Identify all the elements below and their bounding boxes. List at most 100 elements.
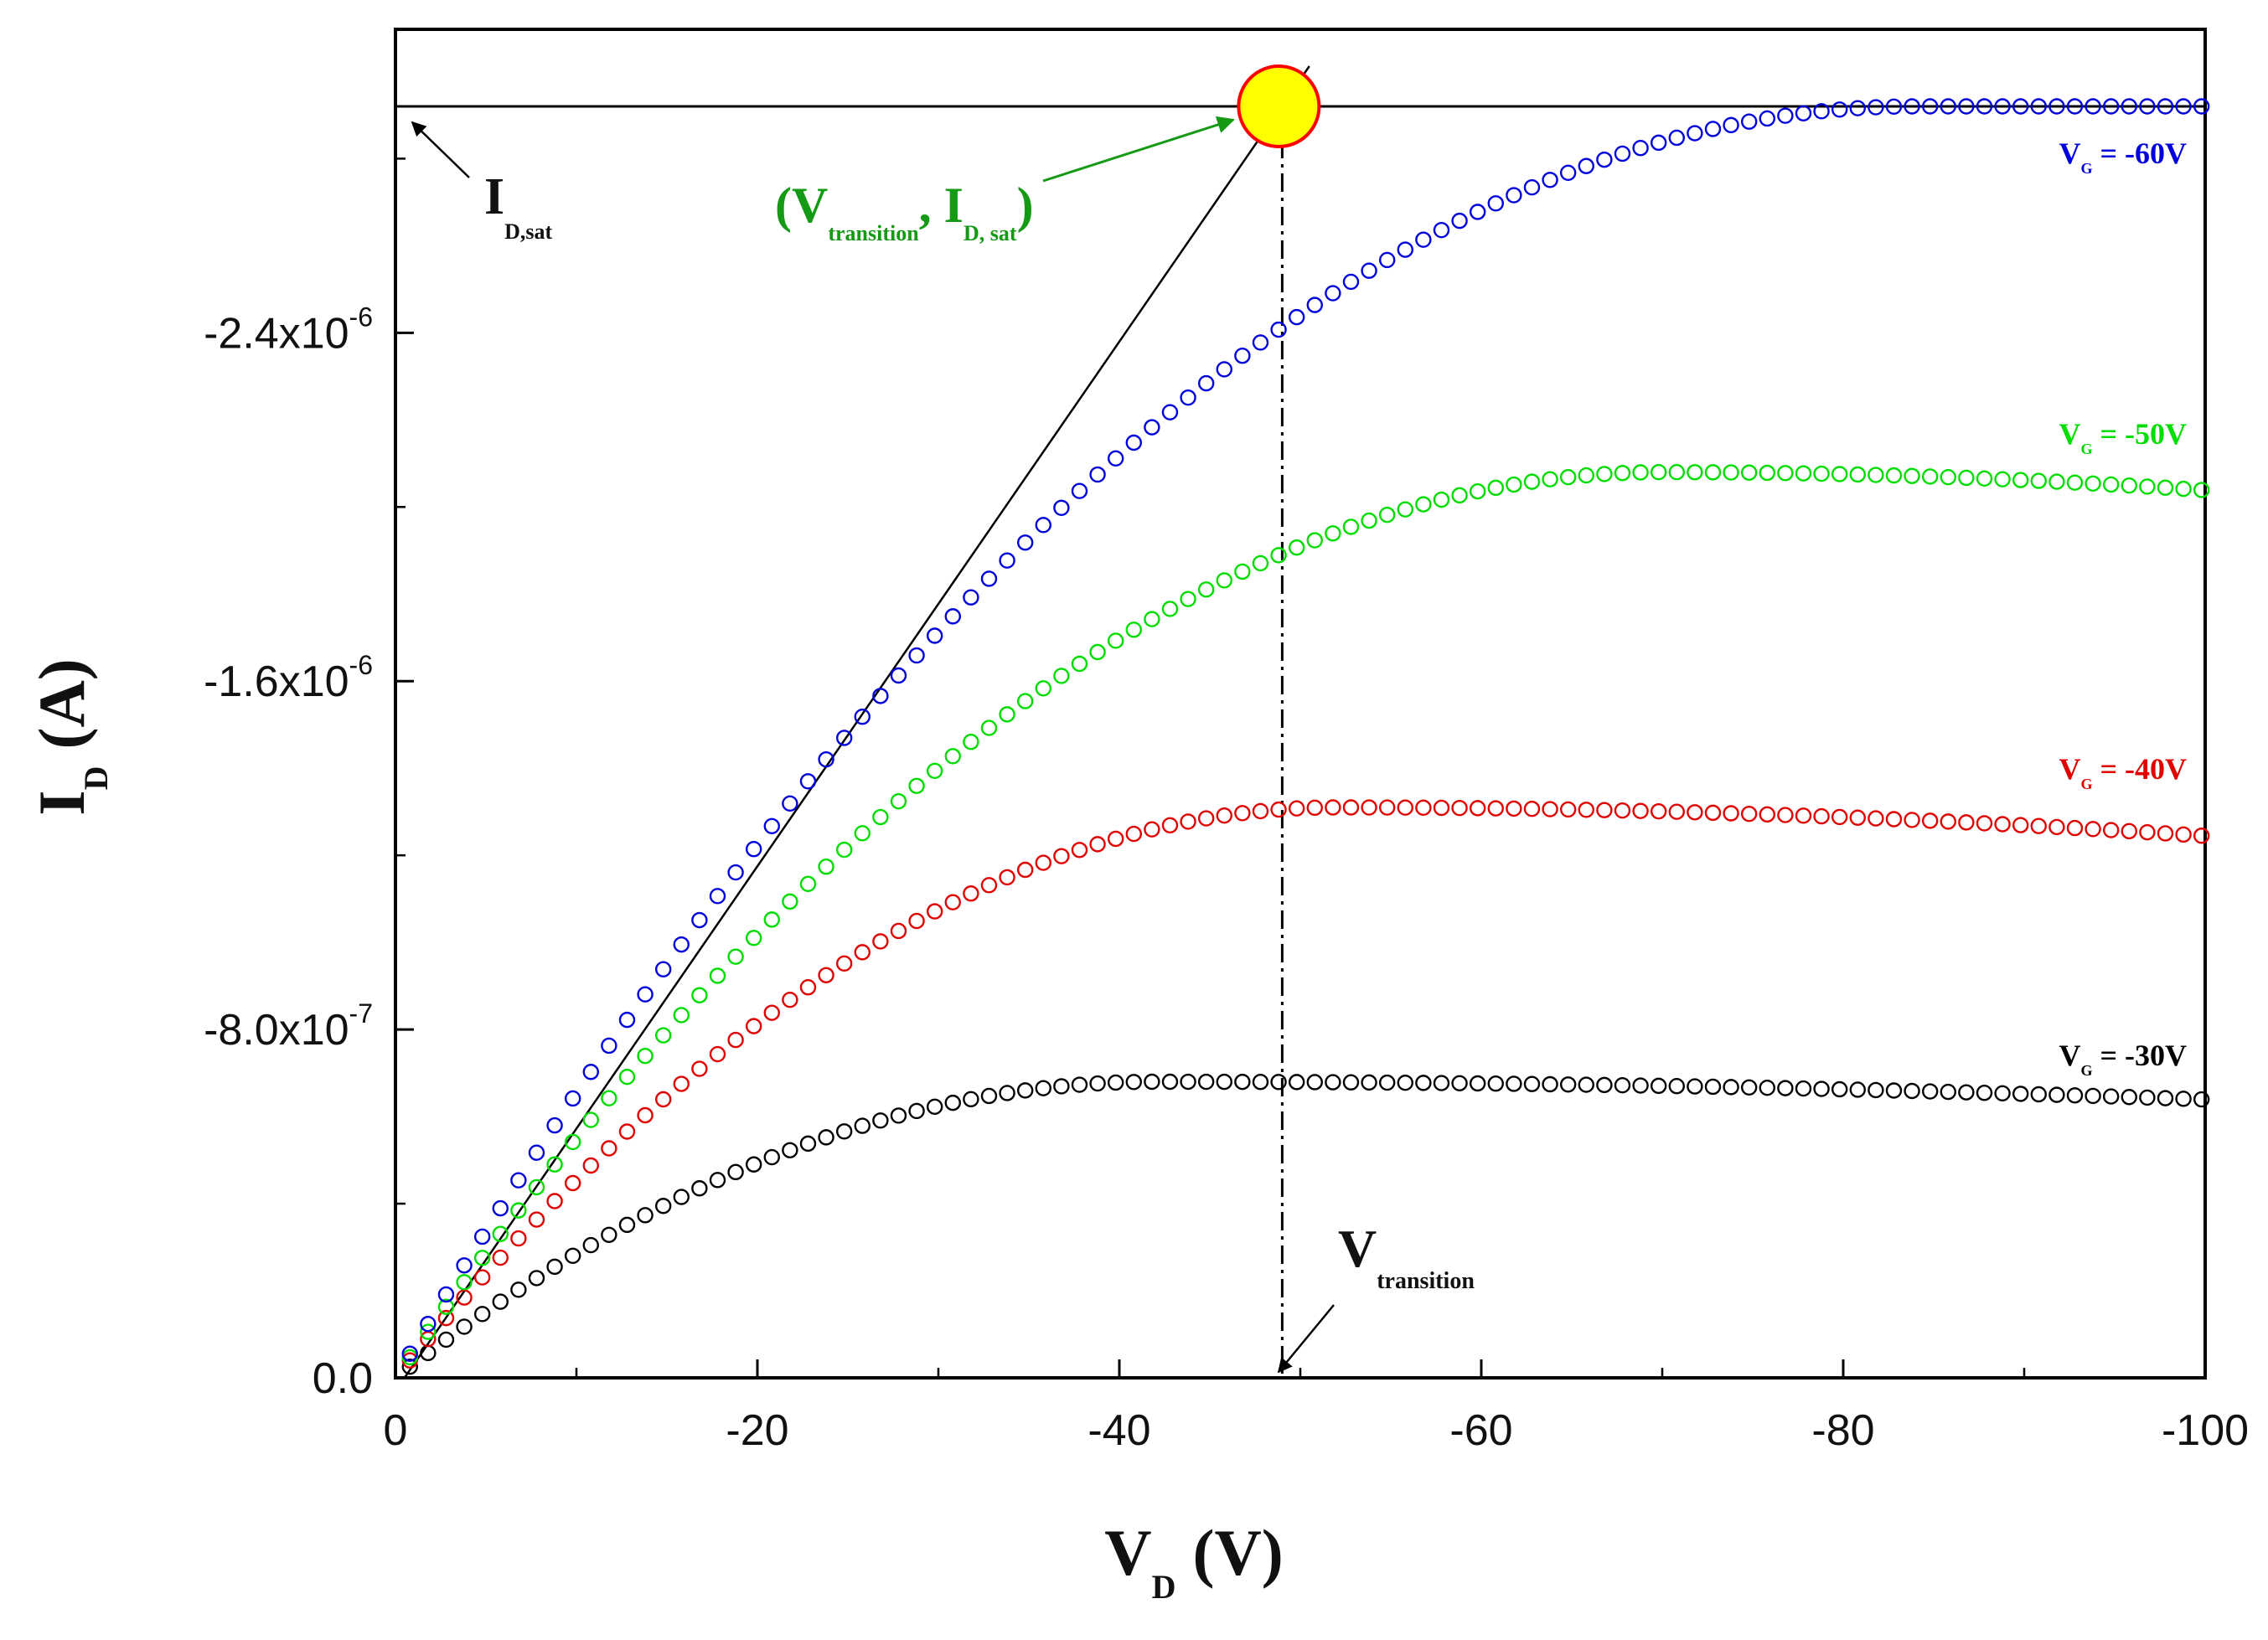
- data-point: [999, 706, 1015, 723]
- data-point: [908, 912, 925, 930]
- data-point: [1759, 1079, 1775, 1096]
- id-sat-sub: D,sat: [504, 219, 552, 244]
- data-point: [944, 748, 961, 765]
- data-point: [1668, 464, 1685, 481]
- data-point: [782, 1142, 798, 1158]
- data-point: [1885, 1082, 1903, 1099]
- data-point: [1650, 802, 1667, 820]
- y-tick-mantissa: -2.4x10: [204, 309, 349, 358]
- series-label: VG = -50V: [2059, 417, 2187, 457]
- data-point: [473, 1250, 491, 1266]
- data-point: [1542, 471, 1558, 487]
- x-axis-title-unit: (V): [1192, 1516, 1283, 1589]
- data-point: [890, 1107, 907, 1124]
- data-point: [1976, 815, 1993, 832]
- data-point: [1994, 1085, 2011, 1102]
- data-point: [1921, 812, 1939, 829]
- data-point: [1451, 212, 1468, 229]
- data-point: [1252, 334, 1269, 351]
- data-point: [1921, 1083, 1939, 1100]
- data-point: [1125, 434, 1142, 451]
- data-point: [1053, 848, 1070, 864]
- data-point: [1361, 262, 1377, 279]
- data-point: [1687, 464, 1703, 481]
- data-point: [1107, 450, 1124, 467]
- data-point: [890, 792, 907, 810]
- data-point: [2066, 1087, 2084, 1104]
- data-point: [1795, 807, 1812, 824]
- data-point: [1723, 1079, 1739, 1096]
- series-label-sub: G: [2080, 441, 2092, 457]
- data-point: [2175, 480, 2192, 498]
- data-point: [763, 1148, 780, 1166]
- data-point: [1831, 466, 1848, 482]
- data-point: [890, 667, 907, 684]
- data-point: [1161, 404, 1179, 420]
- id-sat-label: ID,sat: [484, 168, 553, 244]
- data-point: [1523, 178, 1541, 196]
- data-point: [999, 552, 1015, 569]
- data-point: [564, 1174, 581, 1192]
- data-point: [854, 944, 871, 961]
- data-point: [492, 1293, 509, 1310]
- data-point: [1994, 471, 2011, 487]
- data-point: [1270, 321, 1287, 338]
- y-axis-title: ID (A): [25, 658, 115, 816]
- data-point: [1469, 204, 1486, 220]
- data-point: [1451, 487, 1468, 504]
- data-point: [1668, 803, 1685, 820]
- data-point: [2157, 825, 2174, 842]
- series-label-sub: G: [2080, 160, 2092, 177]
- data-point: [2193, 98, 2210, 115]
- data-point: [2030, 1086, 2047, 1103]
- data-point: [926, 1098, 943, 1116]
- data-point: [908, 647, 925, 664]
- data-point: [456, 1274, 473, 1291]
- data-point: [799, 773, 817, 790]
- id-sat-main: I: [484, 168, 504, 225]
- data-point: [963, 885, 979, 902]
- data-point: [1885, 811, 1903, 828]
- data-point: [1976, 470, 1993, 487]
- data-point: [1089, 1075, 1106, 1092]
- data-point: [510, 1172, 527, 1189]
- series-label-sub: G: [2080, 1062, 2092, 1079]
- data-point: [1831, 101, 1848, 118]
- data-point: [1342, 273, 1360, 291]
- plot-frame: [394, 28, 2207, 1380]
- data-point: [691, 1180, 708, 1197]
- data-point: [1759, 464, 1775, 482]
- data-point: [1650, 463, 1667, 481]
- data-point: [1487, 1075, 1504, 1092]
- data-point: [1487, 195, 1504, 212]
- data-point: [1197, 374, 1215, 392]
- data-point: [926, 903, 943, 920]
- data-point: [782, 991, 798, 1008]
- data-point: [691, 911, 708, 929]
- data-point: [1197, 810, 1215, 827]
- data-point: [1415, 799, 1432, 817]
- data-point: [2048, 98, 2065, 115]
- data-point: [618, 1011, 636, 1029]
- data-point: [618, 1123, 636, 1140]
- data-point: [1487, 479, 1504, 497]
- data-point: [2157, 1090, 2174, 1106]
- data-point: [1723, 805, 1739, 822]
- data-point: [2139, 98, 2156, 115]
- series-label: VG = -30V: [2059, 1039, 2187, 1079]
- data-point: [1071, 482, 1088, 499]
- data-point: [1144, 419, 1160, 436]
- data-point: [1813, 1080, 1830, 1097]
- data-point: [528, 1270, 545, 1287]
- series-label-rest: = -60V: [2093, 137, 2188, 170]
- data-point: [727, 1031, 744, 1049]
- data-point: [709, 1045, 726, 1063]
- data-point: [980, 719, 998, 736]
- x-tick-label: -60: [1449, 1406, 1512, 1455]
- data-point: [582, 1064, 599, 1080]
- data-point: [1252, 554, 1269, 572]
- data-point: [1107, 632, 1124, 649]
- data-point: [835, 955, 853, 972]
- data-point: [1958, 814, 1975, 831]
- data-point: [1107, 830, 1124, 848]
